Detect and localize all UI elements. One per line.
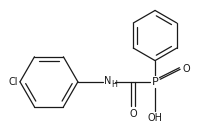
Text: O: O [129,109,137,119]
Text: OH: OH [147,113,163,123]
Text: Cl: Cl [9,77,18,87]
Text: P: P [152,77,159,87]
Text: N: N [104,76,111,86]
Text: H: H [111,80,117,89]
Text: O: O [183,64,190,74]
